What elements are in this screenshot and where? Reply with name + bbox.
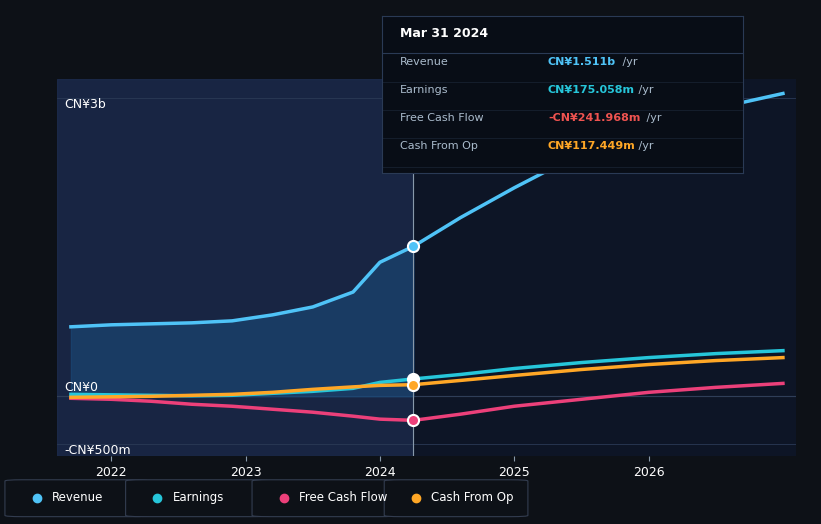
Text: -CN¥241.968m: -CN¥241.968m (548, 113, 640, 123)
Bar (57, 79, 414, 456)
Text: Revenue: Revenue (52, 492, 103, 504)
FancyBboxPatch shape (126, 480, 269, 517)
Text: CN¥0: CN¥0 (64, 381, 99, 395)
Text: Free Cash Flow: Free Cash Flow (400, 113, 484, 123)
FancyBboxPatch shape (252, 480, 396, 517)
FancyBboxPatch shape (384, 480, 528, 517)
Text: Mar 31 2024: Mar 31 2024 (400, 27, 488, 40)
Text: Revenue: Revenue (400, 57, 448, 67)
Text: CN¥175.058m: CN¥175.058m (548, 85, 635, 95)
Text: Cash From Op: Cash From Op (400, 141, 478, 151)
FancyBboxPatch shape (5, 480, 149, 517)
Text: Past: Past (381, 101, 406, 113)
Text: Analysts Forecasts: Analysts Forecasts (420, 101, 537, 113)
Text: CN¥117.449m: CN¥117.449m (548, 141, 635, 151)
Text: Cash From Op: Cash From Op (431, 492, 514, 504)
Text: Free Cash Flow: Free Cash Flow (299, 492, 388, 504)
Text: /yr: /yr (635, 141, 654, 151)
Text: CN¥3b: CN¥3b (64, 99, 106, 112)
Text: -CN¥500m: -CN¥500m (64, 444, 131, 457)
Text: /yr: /yr (620, 57, 638, 67)
Text: Earnings: Earnings (400, 85, 448, 95)
Text: /yr: /yr (644, 113, 662, 123)
Text: Earnings: Earnings (172, 492, 224, 504)
Text: /yr: /yr (635, 85, 654, 95)
Text: CN¥1.511b: CN¥1.511b (548, 57, 616, 67)
